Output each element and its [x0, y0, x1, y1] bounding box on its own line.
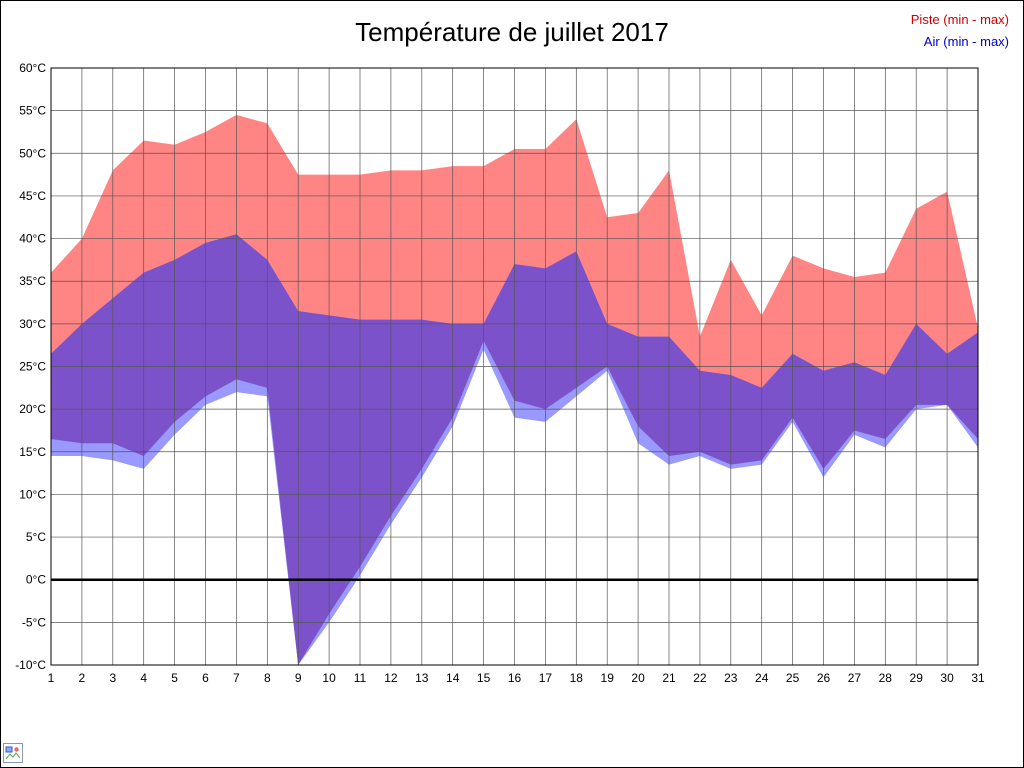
- svg-text:19: 19: [601, 671, 615, 685]
- svg-text:24: 24: [755, 671, 769, 685]
- svg-text:5°C: 5°C: [26, 530, 46, 544]
- svg-text:45°C: 45°C: [19, 189, 46, 203]
- svg-text:12: 12: [384, 671, 398, 685]
- svg-text:15°C: 15°C: [19, 445, 46, 459]
- svg-text:26: 26: [817, 671, 831, 685]
- svg-text:30°C: 30°C: [19, 317, 46, 331]
- svg-text:20°C: 20°C: [19, 402, 46, 416]
- svg-text:16: 16: [508, 671, 522, 685]
- chart-title: Température de juillet 2017: [355, 17, 669, 47]
- svg-text:20: 20: [631, 671, 645, 685]
- svg-text:14: 14: [446, 671, 460, 685]
- svg-text:9: 9: [295, 671, 302, 685]
- svg-text:3: 3: [109, 671, 116, 685]
- svg-text:6: 6: [202, 671, 209, 685]
- svg-text:31: 31: [971, 671, 985, 685]
- svg-text:30: 30: [940, 671, 954, 685]
- svg-text:5: 5: [171, 671, 178, 685]
- legend-item-piste: Piste (min - max): [910, 12, 1009, 27]
- svg-text:25°C: 25°C: [19, 360, 46, 374]
- svg-text:25: 25: [786, 671, 800, 685]
- svg-text:10: 10: [322, 671, 336, 685]
- svg-text:-10°C: -10°C: [15, 658, 46, 672]
- svg-text:11: 11: [354, 671, 367, 685]
- svg-text:2: 2: [79, 671, 86, 685]
- svg-text:0°C: 0°C: [26, 573, 46, 587]
- svg-text:60°C: 60°C: [19, 61, 46, 75]
- broken-image-icon: [3, 743, 23, 763]
- svg-text:27: 27: [848, 671, 862, 685]
- svg-text:28: 28: [879, 671, 893, 685]
- svg-text:29: 29: [910, 671, 924, 685]
- svg-text:23: 23: [724, 671, 738, 685]
- svg-text:40°C: 40°C: [19, 232, 46, 246]
- svg-text:10°C: 10°C: [19, 487, 46, 501]
- svg-text:17: 17: [539, 671, 553, 685]
- svg-text:50°C: 50°C: [19, 146, 46, 160]
- svg-text:35°C: 35°C: [19, 274, 46, 288]
- svg-text:1: 1: [48, 671, 55, 685]
- svg-text:18: 18: [570, 671, 584, 685]
- legend-item-air: Air (min - max): [923, 34, 1009, 50]
- svg-text:4: 4: [140, 671, 147, 685]
- svg-text:7: 7: [233, 671, 240, 685]
- svg-text:15: 15: [477, 671, 491, 685]
- svg-text:22: 22: [693, 671, 707, 685]
- svg-text:-5°C: -5°C: [22, 615, 46, 629]
- svg-text:8: 8: [264, 671, 271, 685]
- chart-legend: Piste (min - max) Air (min - max): [911, 9, 1009, 53]
- svg-text:21: 21: [662, 671, 676, 685]
- svg-text:13: 13: [415, 671, 429, 685]
- svg-text:55°C: 55°C: [19, 104, 46, 118]
